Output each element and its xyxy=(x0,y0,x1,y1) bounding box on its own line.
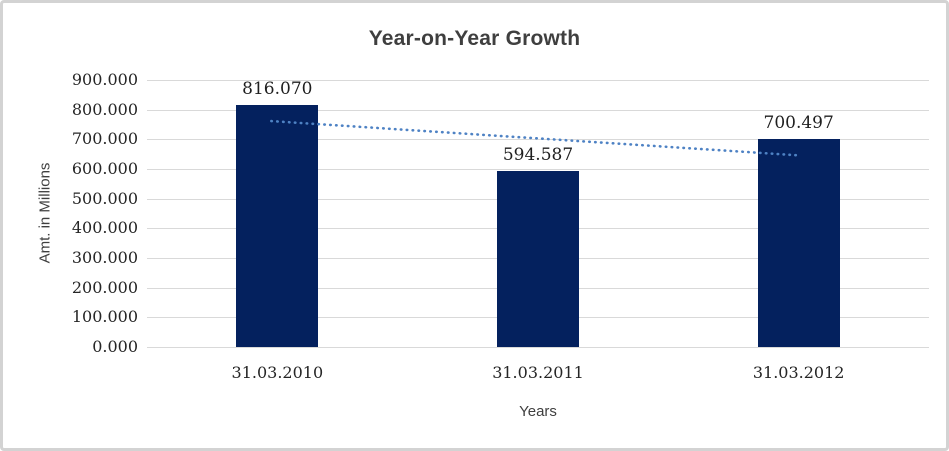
bar-31.03.2011 xyxy=(497,170,579,347)
gridline xyxy=(147,80,929,81)
x-tick-label: 31.03.2012 xyxy=(752,363,845,382)
bar-data-label: 816.070 xyxy=(242,78,313,99)
x-tick-label: 31.03.2011 xyxy=(492,363,584,382)
gridline xyxy=(147,169,929,170)
bar-31.03.2012 xyxy=(757,139,840,347)
y-tick-label: 0.000 xyxy=(92,337,138,356)
y-tick-label: 600.000 xyxy=(71,159,138,178)
bar-data-label: 594.587 xyxy=(502,144,574,165)
y-tick-label: 200.000 xyxy=(71,277,138,297)
x-axis-title: Years xyxy=(519,403,557,420)
y-tick-label: 400.000 xyxy=(71,218,138,238)
gridline xyxy=(147,109,929,111)
y-tick-label: 100.000 xyxy=(71,307,138,327)
x-tick-label: 31.03.2010 xyxy=(231,363,324,382)
bar-31.03.2010 xyxy=(236,104,319,347)
gridline xyxy=(147,139,929,141)
y-tick-label: 700.000 xyxy=(71,129,138,149)
x-axis-line xyxy=(147,347,929,348)
y-tick-label: 800.000 xyxy=(71,99,138,119)
plot-area: 816.070 594.587 700.497 xyxy=(147,78,929,348)
chart-title: Year-on-Year Growth xyxy=(368,27,581,50)
y-tick-label: 900.000 xyxy=(71,70,138,89)
y-tick-label: 500.000 xyxy=(71,188,138,208)
y-axis-title: Amt. in Millions xyxy=(36,162,54,264)
trendline xyxy=(270,119,800,157)
y-tick-label: 300.000 xyxy=(71,248,138,267)
bar-data-label: 700.497 xyxy=(763,113,834,134)
